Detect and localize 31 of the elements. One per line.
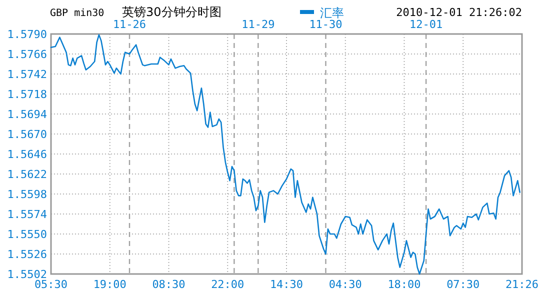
y-tick-label: 1.5694 xyxy=(7,108,48,121)
x-tick-label: 07:30 xyxy=(446,278,480,291)
x-tick-label: 04:30 xyxy=(328,278,362,291)
x-tick-label: 05:30 xyxy=(34,278,68,291)
y-tick-label: 1.5622 xyxy=(7,168,47,181)
legend-label: 汇率 xyxy=(320,6,344,20)
y-tick-label: 1.5718 xyxy=(7,88,47,101)
y-tick-label: 1.5550 xyxy=(7,228,47,241)
y-tick-label: 1.5598 xyxy=(7,188,47,201)
x-tick-label: 21:26 xyxy=(505,278,539,291)
y-tick-label: 1.5670 xyxy=(7,128,47,141)
y-tick-label: 1.5742 xyxy=(7,68,47,81)
y-tick-label: 1.5766 xyxy=(7,48,47,61)
x-tick-label: 19:00 xyxy=(93,278,126,291)
x-tick-label: 14:30 xyxy=(270,278,304,291)
y-tick-label: 1.5502 xyxy=(7,268,47,281)
text: 11-26 xyxy=(112,18,146,31)
y-tick-label: 1.5646 xyxy=(7,148,47,161)
y-tick-label: 1.5526 xyxy=(7,248,47,261)
chart-subtitle: 英镑30分钟分时图 xyxy=(122,5,222,19)
x-tick-label: 22:00 xyxy=(211,278,244,291)
text: 12-01 xyxy=(409,18,443,31)
text: 11-30 xyxy=(309,18,342,31)
line-series xyxy=(50,34,520,275)
text: 2010-12-01 21:26:02 xyxy=(396,6,522,19)
x-tick-label: 18:00 xyxy=(388,278,421,291)
chart-title: GBP min30 xyxy=(50,8,104,19)
y-tick-label: 1.5574 xyxy=(7,208,48,221)
x-tick-label: 08:30 xyxy=(152,278,186,291)
text: 11-29 xyxy=(242,18,275,31)
y-tick-label: 1.5790 xyxy=(7,28,47,41)
